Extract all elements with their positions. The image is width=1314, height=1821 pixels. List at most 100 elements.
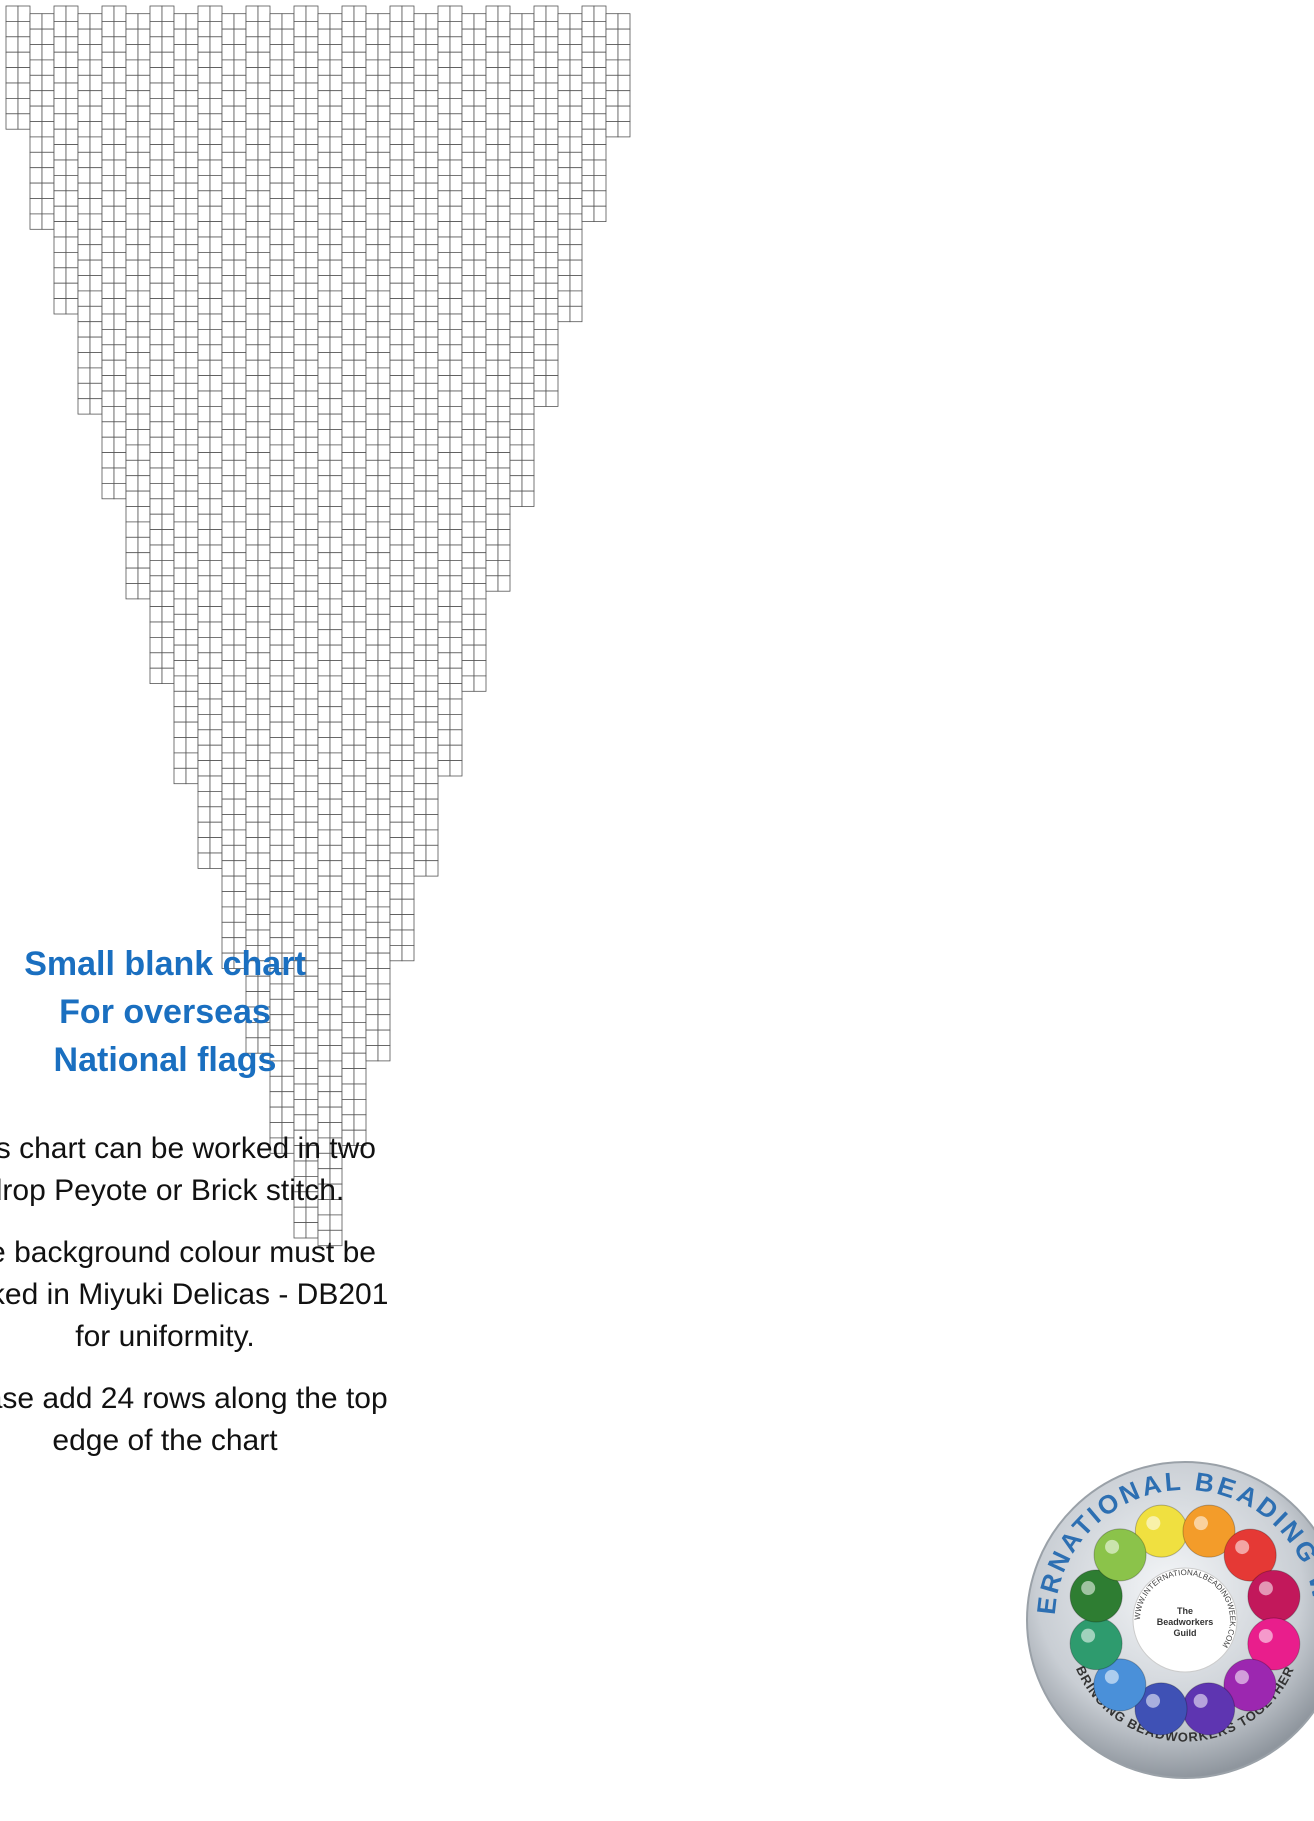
- bead-cell: [497, 144, 511, 161]
- bead-cell: [173, 321, 187, 338]
- bead-cell: [329, 1229, 343, 1247]
- bead-cell: [317, 290, 331, 307]
- bead-cell: [257, 452, 271, 469]
- bead-cell: [269, 583, 283, 600]
- bead-cell: [281, 459, 295, 477]
- bead-cell: [77, 305, 91, 323]
- bead-cell: [29, 167, 43, 184]
- bead-cell: [365, 536, 379, 554]
- bead-cell: [149, 298, 163, 315]
- bead-cell: [101, 159, 115, 176]
- bead-cell: [389, 359, 403, 377]
- bead-cell: [245, 205, 259, 222]
- bead-cell: [245, 883, 259, 900]
- bead-cell: [293, 914, 307, 931]
- bead-cell: [485, 375, 499, 392]
- logo-center-line-1: The: [1177, 1606, 1193, 1616]
- bead-cell: [293, 775, 307, 792]
- bead-cell: [185, 121, 199, 138]
- bead-cell: [209, 113, 223, 130]
- bead-cell: [77, 105, 91, 122]
- bead-cell: [173, 506, 187, 523]
- bead-cell: [197, 82, 211, 99]
- bead-cell: [53, 5, 67, 22]
- bead-cell: [533, 174, 547, 192]
- bead-cell: [317, 382, 331, 400]
- bead-cell: [401, 359, 415, 377]
- bead-cell: [245, 544, 259, 561]
- bead-cell: [257, 513, 271, 531]
- bead-cell: [413, 13, 427, 30]
- bead-cell: [293, 667, 307, 685]
- logo-bead-highlight: [1234, 1670, 1249, 1685]
- bead-cell: [41, 198, 55, 215]
- bead-cell: [197, 144, 211, 161]
- bead-cell: [533, 82, 547, 99]
- bead-cell: [113, 5, 127, 22]
- bead-cell: [425, 798, 439, 815]
- bead-cell: [293, 205, 307, 222]
- bead-cell: [317, 475, 331, 492]
- bead-cell: [437, 421, 451, 438]
- bead-cell: [365, 182, 379, 199]
- instruction-stitch: This chart can be worked in two drop Pey…: [0, 1132, 376, 1207]
- bead-cell: [353, 606, 367, 623]
- bead-cell: [197, 683, 211, 700]
- bead-cell: [437, 344, 451, 361]
- bead-cell: [581, 20, 595, 38]
- bead-cell: [341, 898, 355, 916]
- bead-cell: [341, 498, 355, 515]
- bead-cell: [437, 513, 451, 531]
- bead-cell: [293, 575, 307, 592]
- bead-cell: [161, 205, 175, 222]
- bead-cell: [137, 13, 151, 30]
- bead-cell: [413, 459, 427, 477]
- bead-cell: [125, 182, 139, 199]
- bead-cell: [317, 167, 331, 184]
- bead-cell: [161, 452, 175, 469]
- bead-cell: [209, 298, 223, 315]
- bead-cell: [377, 690, 391, 708]
- bead-cell: [533, 5, 547, 22]
- bead-cell: [209, 513, 223, 531]
- logo-bead-highlight: [1081, 1628, 1096, 1643]
- bead-cell: [509, 228, 523, 246]
- bead-cell: [125, 198, 139, 215]
- bead-cell: [425, 259, 439, 276]
- bead-cell: [221, 444, 235, 461]
- bead-cell: [401, 436, 415, 454]
- bead-cell: [257, 806, 271, 823]
- bead-cell: [389, 821, 403, 839]
- bead-cell: [365, 613, 379, 631]
- bead-cell: [173, 151, 187, 169]
- bead-cell: [293, 560, 307, 577]
- bead-cell: [281, 305, 295, 323]
- bead-cell: [149, 344, 163, 361]
- bead-cell: [365, 244, 379, 261]
- bead-cell: [53, 98, 67, 115]
- bead-cell: [485, 20, 499, 38]
- bead-cell: [413, 167, 427, 184]
- bead-cell: [341, 744, 355, 762]
- bead-cell: [353, 174, 367, 192]
- bead-cell: [389, 898, 403, 916]
- bead-cell: [305, 467, 319, 484]
- bead-cell: [305, 698, 319, 715]
- bead-cell: [221, 398, 235, 415]
- bead-cell: [125, 213, 139, 230]
- bead-cell: [329, 567, 343, 584]
- bead-cell: [545, 282, 559, 300]
- bead-cell: [461, 506, 475, 523]
- heading-line-1: Small blank chart: [24, 945, 306, 983]
- bead-cell: [305, 667, 319, 685]
- bead-cell: [257, 313, 271, 330]
- bead-cell: [257, 760, 271, 777]
- bead-cell: [221, 136, 235, 153]
- bead-cell: [89, 121, 103, 138]
- bead-cell: [533, 375, 547, 392]
- bead-cell: [257, 405, 271, 423]
- bead-cell: [269, 721, 283, 738]
- bead-cell: [545, 221, 559, 238]
- bead-cell: [185, 105, 199, 122]
- bead-cell: [161, 251, 175, 269]
